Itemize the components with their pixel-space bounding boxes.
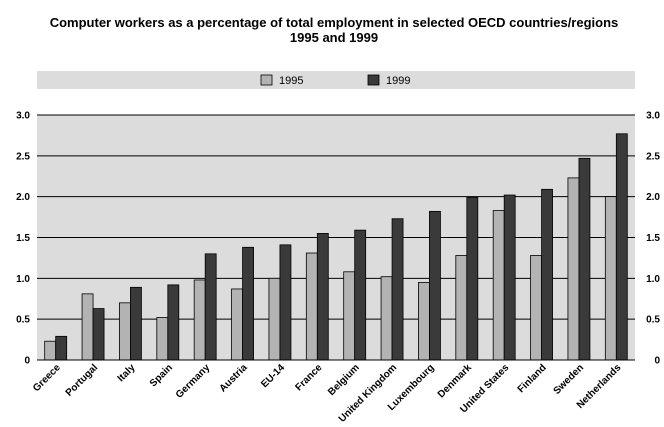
bar-1995 [455, 255, 468, 361]
bar-1995 [119, 302, 131, 361]
bar-1999 [167, 284, 180, 361]
x-tick-label: Sweden [552, 362, 587, 397]
y-tick-label-left: 2.0 [16, 192, 30, 203]
bar-1999 [429, 210, 441, 361]
bar-1995 [156, 317, 169, 361]
bar-1995 [567, 177, 580, 361]
x-tick-label: Austria [218, 362, 250, 394]
y-tick-label-right: 1.5 [646, 233, 660, 244]
y-axis-right: 0 0.5 1.0 1.5 2.0 2.5 3.0 [646, 111, 660, 367]
y-tick-label-right: 0.5 [646, 315, 660, 326]
x-tick-label: Germany [174, 362, 213, 401]
y-tick-label-left: 3.0 [16, 111, 30, 122]
bar-1995 [604, 196, 617, 361]
x-tick-label: Belgium [326, 362, 362, 398]
x-tick-label: Italy [116, 362, 138, 384]
bar-1999 [503, 194, 516, 361]
x-tick-label: Portugal [64, 362, 101, 399]
x-tick-label: EU-14 [259, 362, 287, 390]
bar-1999 [578, 157, 591, 361]
bar-1999 [541, 188, 553, 361]
bar-1995 [44, 340, 57, 361]
legend-box [37, 71, 635, 89]
bar-1999 [615, 133, 628, 361]
bar-1995 [343, 271, 356, 361]
y-tick-label-right: 0 [654, 356, 660, 367]
y-tick-label-right: 2.5 [646, 151, 660, 162]
bar-1995 [530, 255, 542, 361]
x-tick-label: Denmark [436, 362, 474, 400]
y-axis-left: 0 0.5 1.0 1.5 2.0 2.5 3.0 [16, 111, 30, 367]
x-tick-label: Greece [31, 362, 63, 394]
y-tick-label-left: 1.0 [16, 274, 30, 285]
legend-swatch-1995 [260, 74, 273, 86]
y-tick-label-left: 0 [24, 356, 30, 367]
bar-1999 [354, 229, 367, 361]
bar-1999 [316, 233, 329, 361]
bar-1999 [130, 286, 142, 361]
legend-swatch-1999 [367, 74, 380, 86]
chart-subtitle: 1995 and 1999 [290, 30, 378, 45]
bars [44, 133, 628, 361]
x-tick-label: Spain [148, 362, 175, 389]
bar-1999 [92, 308, 105, 361]
bar-1995 [305, 252, 318, 361]
legend-label-1995: 1995 [279, 75, 303, 87]
bar-1999 [391, 218, 404, 361]
bar-1995 [380, 276, 393, 361]
y-tick-label-left: 0.5 [16, 315, 30, 326]
x-tick-label: Finland [516, 362, 549, 395]
x-tick-label: France [293, 362, 324, 393]
y-tick-label-right: 3.0 [646, 111, 660, 122]
bar-1999 [242, 246, 254, 361]
bar-1995 [418, 282, 430, 361]
bar-1999 [204, 253, 217, 361]
bar-1999 [55, 335, 68, 361]
bar-1995 [268, 277, 281, 361]
bar-1999 [466, 197, 479, 361]
bar-1995 [193, 279, 206, 361]
chart-title: Computer workers as a percentage of tota… [50, 15, 619, 30]
legend-label-1999: 1999 [386, 75, 410, 87]
bar-1995 [492, 210, 505, 361]
y-tick-label-right: 2.0 [646, 192, 660, 203]
y-tick-label-left: 2.5 [16, 151, 30, 162]
bar-1999 [279, 244, 292, 361]
bar-1995 [81, 293, 94, 361]
bar-1995 [231, 288, 243, 361]
y-tick-label-left: 1.5 [16, 233, 30, 244]
y-tick-label-right: 1.0 [646, 274, 660, 285]
